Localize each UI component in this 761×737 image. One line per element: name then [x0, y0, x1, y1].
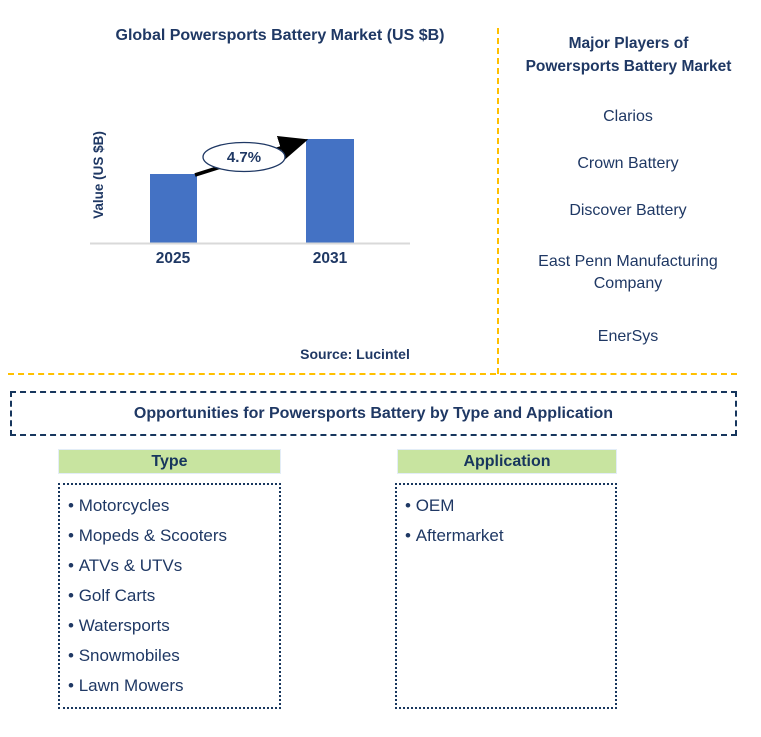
application-header: Application	[397, 449, 617, 474]
player-name: East Penn Manufacturing Company	[538, 253, 718, 292]
major-players-panel: Major Players of Powersports Battery Mar…	[500, 0, 757, 374]
bar-2031	[306, 139, 354, 243]
list-item: Watersports	[68, 611, 271, 641]
list-item: Golf Carts	[68, 581, 271, 611]
opportunities-banner: Opportunities for Powersports Battery by…	[10, 391, 737, 436]
opportunities-title: Opportunities for Powersports Battery by…	[133, 404, 614, 422]
bar-2025	[150, 174, 197, 243]
vertical-divider	[497, 28, 499, 374]
list-item: Lawn Mowers	[68, 671, 271, 701]
player-name: Clarios	[603, 108, 653, 125]
source-credit: Source: Lucintel	[300, 346, 410, 362]
type-header: Type	[58, 449, 281, 474]
application-list-box: OEM Aftermarket	[395, 483, 617, 709]
type-list: Motorcycles Mopeds & Scooters ATVs & UTV…	[68, 491, 271, 701]
y-axis-label: Value (US $B)	[91, 131, 106, 219]
list-item: Motorcycles	[68, 491, 271, 521]
list-item: Aftermarket	[405, 521, 607, 551]
chart-title: Global Powersports Battery Market (US $B…	[115, 27, 445, 44]
application-list: OEM Aftermarket	[405, 491, 607, 551]
list-item: ATVs & UTVs	[68, 551, 271, 581]
market-bar-chart: Value (US $B) 4.7% 2025 2031	[90, 131, 410, 267]
player-name: Discover Battery	[569, 202, 687, 219]
player-name: Crown Battery	[577, 155, 679, 172]
major-players-title-line1: Major Players of	[568, 35, 689, 52]
major-players-title: Major Players of Powersports Battery Mar…	[500, 32, 757, 78]
horizontal-divider	[8, 373, 737, 375]
list-item: Snowmobiles	[68, 641, 271, 671]
list-item: OEM	[405, 491, 607, 521]
major-players-title-line2: Powersports Battery Market	[525, 58, 732, 75]
year-label-2025: 2025	[156, 250, 191, 267]
type-list-box: Motorcycles Mopeds & Scooters ATVs & UTV…	[58, 483, 281, 709]
year-label-2031: 2031	[313, 250, 348, 267]
growth-callout-ellipse	[202, 141, 286, 173]
growth-rate-label: 4.7%	[227, 149, 261, 166]
list-item: Mopeds & Scooters	[68, 521, 271, 551]
player-name: EnerSys	[597, 328, 659, 345]
